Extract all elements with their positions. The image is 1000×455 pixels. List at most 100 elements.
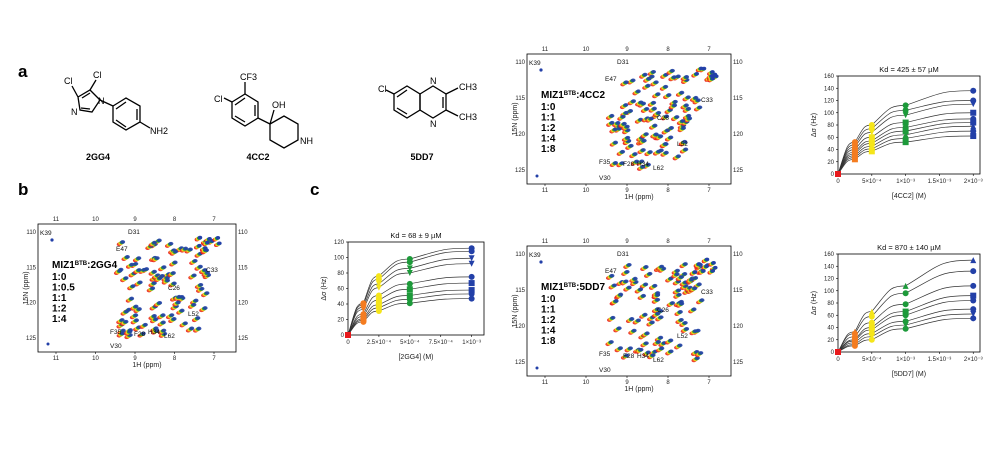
peak [687, 116, 693, 121]
peak [183, 321, 188, 325]
residue-label-l52: L52 [188, 311, 199, 318]
peak [668, 349, 674, 354]
data-point [902, 301, 909, 308]
peak [709, 74, 715, 78]
x-tick-label: 9 [133, 356, 137, 362]
peak [670, 68, 675, 73]
peak [173, 249, 179, 254]
ratio-legend-1:4: 1:4 [52, 314, 67, 325]
x-tick-label: 1×10⁻³ [896, 179, 915, 185]
peak [644, 106, 650, 111]
x-axis-label: [5DD7] (M) [892, 371, 926, 378]
residue-label-f28: F28 [623, 353, 635, 360]
peak [643, 265, 649, 269]
peak [655, 311, 661, 316]
peak [161, 320, 166, 325]
data-points [345, 245, 475, 338]
x-axis-label: [4CC2] (M) [892, 193, 926, 200]
x-tick-label: 7 [707, 380, 711, 386]
atom-cl-1: Cl [64, 76, 73, 86]
peak [691, 307, 697, 312]
x-tick-label: 1.5×10⁻³ [928, 179, 952, 185]
y-tick-label: 40 [827, 326, 834, 332]
data-point [468, 290, 475, 297]
peak [696, 262, 702, 266]
y-tick-label: 125 [515, 168, 526, 174]
peak [636, 318, 641, 323]
peak [630, 78, 636, 83]
peak [172, 260, 178, 265]
residue-label-v30: V30 [599, 175, 611, 182]
y-tick-label-right: 115 [238, 265, 248, 271]
peak [692, 270, 698, 274]
nmr-spectrum-4cc2: 11 11 10 10 9 9 8 8 7 7 110 110 115 115 120 120 125 125 1H… [512, 47, 744, 201]
y-tick-label: 110 [26, 230, 36, 236]
peak [646, 162, 651, 167]
residue-label-c33: C33 [701, 289, 713, 296]
data-point [970, 268, 977, 275]
peak [674, 115, 680, 119]
structure-4cc2: Cl CF3 OH NH [214, 72, 313, 149]
peak [152, 314, 157, 318]
peak [171, 281, 177, 286]
y-tick-label: 60 [827, 135, 834, 141]
data-point [406, 265, 413, 272]
ratio-legend-1:1: 1:1 [541, 113, 556, 124]
y-tick-label: 100 [334, 256, 345, 262]
y-tick-label: 80 [827, 301, 834, 307]
y-axis-label: 15N (ppm) [512, 294, 519, 327]
peak [632, 152, 638, 156]
peak [215, 235, 221, 240]
residue-label-c26: C26 [657, 307, 669, 314]
y-tick-label: 125 [515, 360, 526, 366]
x-tick-label-top: 10 [92, 217, 99, 223]
data-point [970, 109, 977, 116]
x-tick-label: 2×10⁻³ [964, 357, 983, 363]
peak [207, 237, 212, 241]
peak [683, 262, 688, 266]
peak [694, 71, 699, 76]
peak [123, 319, 129, 324]
residue-label-l52: L52 [677, 333, 688, 340]
peak [644, 132, 649, 136]
peak [682, 139, 688, 144]
residue-label-l52: L52 [677, 141, 688, 148]
residue-label-f35: F35 [110, 329, 122, 336]
peak [652, 123, 658, 128]
ratio-legend-1:4: 1:4 [541, 326, 556, 337]
peak [137, 280, 143, 285]
atom-ch3-2: CH3 [459, 112, 477, 122]
peak [675, 74, 681, 79]
data-point [851, 342, 858, 349]
peak [133, 313, 139, 317]
peak [46, 342, 50, 346]
x-tick-label: 8 [173, 356, 177, 362]
peak [639, 159, 645, 164]
y-tick-label: 115 [515, 288, 525, 294]
residue-label-c26: C26 [168, 285, 180, 292]
y-tick-label: 110 [515, 60, 525, 66]
peak [628, 346, 633, 350]
peak [202, 306, 208, 310]
peak [217, 241, 222, 246]
y-tick-label-right: 120 [238, 301, 249, 307]
peak [161, 328, 167, 333]
x-tick-label: 0 [836, 357, 840, 363]
residue-label-h34: H34 [637, 353, 649, 360]
y-tick-label: 100 [824, 111, 835, 117]
residue-label-h34: H34 [637, 161, 649, 168]
y-tick-label: 20 [827, 338, 834, 344]
peak [152, 269, 157, 274]
peak [643, 282, 649, 287]
peak-cloud [535, 257, 718, 370]
x-tick-label-top: 9 [133, 217, 137, 223]
peak [202, 268, 208, 272]
data-point [970, 123, 977, 130]
peak [623, 279, 629, 284]
y-tick-label: 120 [515, 132, 526, 138]
atom-nh: NH [300, 136, 313, 146]
atom-n-1: N [98, 96, 105, 106]
compound-label-5dd7: 5DD7 [410, 152, 434, 162]
data-point [468, 273, 475, 280]
residue-label-f28: F28 [134, 331, 146, 338]
